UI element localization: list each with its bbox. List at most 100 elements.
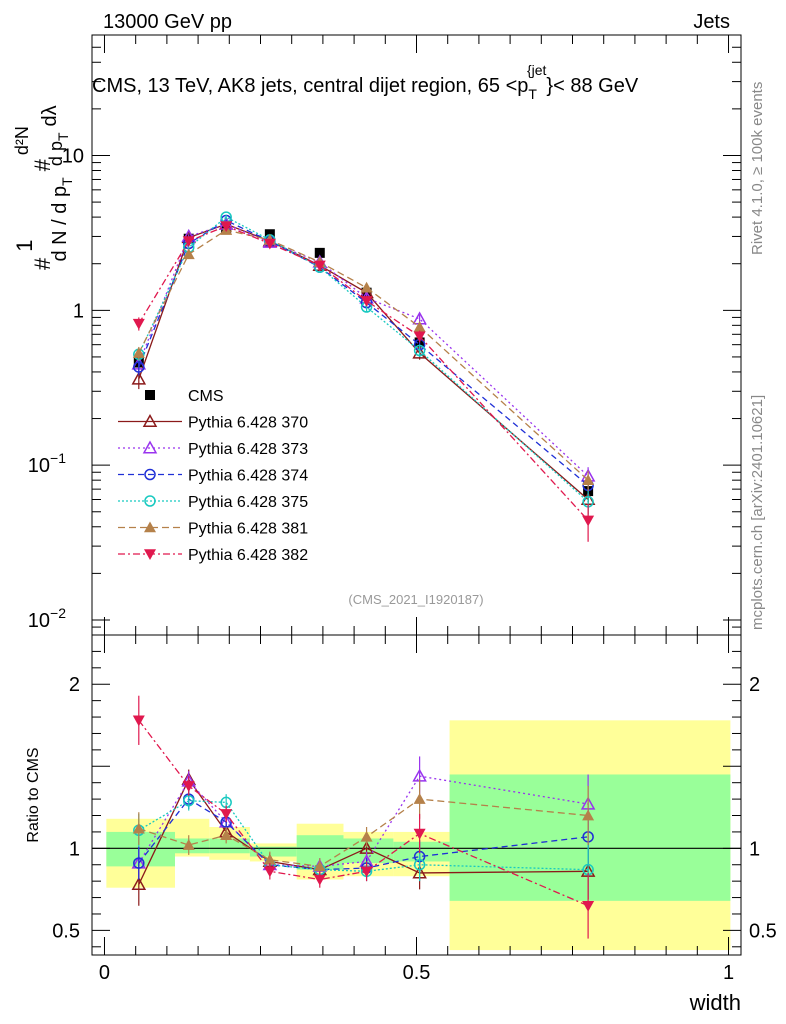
analysis-id: (CMS_2021_I1920187) [348, 592, 483, 607]
data-point [132, 347, 145, 358]
ratio-point [582, 900, 595, 912]
legend-label: Pythia 6.428 375 [188, 494, 308, 511]
data-point [263, 238, 276, 250]
ratio-line [138, 800, 589, 872]
ratio-point [182, 839, 195, 850]
x-tick-label: 0.5 [403, 962, 431, 984]
legend-label: Pythia 6.428 370 [188, 415, 308, 432]
uncertainty-band-1sigma [249, 846, 297, 857]
ratio-point [313, 874, 326, 886]
ratio-frame [91, 634, 742, 956]
main-ticks: 10 1 10−1 10−2 [28, 34, 741, 636]
data-point [131, 371, 147, 385]
ratio-point [220, 829, 233, 841]
ratio-point [360, 830, 373, 842]
series-6 [132, 221, 595, 542]
ratio-point [132, 715, 145, 727]
ratio-y-tick-label-right: 2 [749, 674, 760, 696]
ratio-point [582, 809, 595, 821]
main-panel: 10 1 10−1 10−2 CMS, 13 TeV, AK8 jets, centr… [12, 34, 742, 636]
legend-entry: Pythia 6.428 370 [118, 413, 308, 432]
ratio-bands [92, 720, 741, 951]
legend-label: Pythia 6.428 382 [188, 547, 308, 564]
y-tick-label: 10−1 [28, 450, 66, 477]
y-tick-label: 10 [62, 145, 84, 167]
ratio-y-tick-label: 2 [69, 674, 80, 696]
legend-marker [144, 495, 156, 507]
ratio-point [313, 860, 326, 872]
data-point [132, 318, 145, 330]
legend: CMS Pythia 6.428 370 Pythia 6.428 373 Pythi… [118, 388, 308, 564]
data-point [313, 260, 326, 272]
ratio-series-5 [132, 695, 595, 939]
ratio-y-tick-label: 1 [69, 838, 80, 860]
ratio-point [413, 828, 426, 840]
legend-entry: Pythia 6.428 375 [118, 494, 308, 511]
data-point [314, 247, 325, 258]
header-right: Jets [693, 11, 730, 33]
series-line [138, 225, 589, 521]
legend-marker [142, 413, 158, 428]
ratio-point [182, 781, 195, 792]
data-point [133, 361, 145, 373]
data-point [413, 344, 426, 357]
legend-marker [144, 468, 156, 481]
ratio-line [138, 798, 589, 868]
data-point [413, 321, 426, 332]
ratio-axis-label: Ratio to CMS [25, 747, 42, 842]
data-point [182, 236, 195, 248]
plot-title: CMS, 13 TeV, AK8 jets, central dijet reg… [92, 62, 639, 102]
ratio-line [138, 719, 589, 907]
ratio-point [132, 822, 145, 834]
data-point [582, 515, 595, 527]
rivet-label: Rivet 4.1.0, ≥ 100k events [749, 82, 766, 255]
ratio-line [138, 775, 589, 868]
mcplots-label: mcplots.cern.ch [arXiv:2401.10621] [749, 395, 766, 630]
data-point [582, 474, 595, 485]
y-tick-label: 1 [73, 300, 84, 322]
legend-marker [142, 440, 158, 454]
legend-label: Pythia 6.428 373 [188, 441, 308, 458]
legend-marker [144, 521, 156, 533]
legend-marker [144, 549, 156, 560]
data-point [182, 248, 195, 260]
ratio-y-tick-label-right: 0.5 [749, 920, 777, 942]
y-axis-label: #1 d N / d pT#d²N d pTdλ [12, 105, 75, 270]
series-line [138, 229, 589, 481]
series-0 [133, 224, 594, 502]
legend-entry: Pythia 6.428 373 [118, 440, 308, 458]
ratio-point [263, 866, 276, 878]
ratio-panel: 2 2 1 1 0.5 0.5 0 0.5 1 Ratio to CMS width [25, 634, 777, 1015]
legend-entry: Pythia 6.428 374 [118, 468, 308, 485]
y-tick-label: 10−2 [28, 605, 66, 632]
series-line [138, 223, 589, 500]
ratio-ticks: 2 2 1 1 0.5 0.5 0 0.5 1 [52, 635, 777, 984]
ratio-point [263, 853, 276, 865]
series-line [138, 216, 589, 503]
uncertainty-band-1sigma [449, 774, 731, 901]
ratio-point [360, 866, 373, 878]
ratio-point [413, 793, 426, 804]
x-tick-label: 1 [723, 962, 734, 984]
ratio-point [220, 809, 233, 820]
legend-label: CMS [188, 388, 224, 405]
ratio-point [131, 876, 147, 890]
x-tick-label: 0 [99, 962, 110, 984]
data-point [413, 331, 426, 343]
ratio-marks [131, 695, 596, 939]
legend-label: Pythia 6.428 381 [188, 521, 308, 538]
ratio-point [133, 857, 145, 869]
data-point [360, 296, 373, 307]
main-marks [131, 211, 596, 542]
legend-label: Pythia 6.428 374 [188, 468, 308, 485]
data-point [220, 221, 233, 233]
series-line [138, 223, 589, 477]
uncertainty-band-1sigma [209, 838, 250, 854]
header-left: 13000 GeV pp [103, 11, 232, 33]
data-point [360, 281, 373, 293]
ratio-y-tick-label-right: 1 [749, 838, 760, 860]
ratio-series-4 [132, 779, 595, 875]
legend-entry: Pythia 6.428 381 [118, 521, 308, 538]
